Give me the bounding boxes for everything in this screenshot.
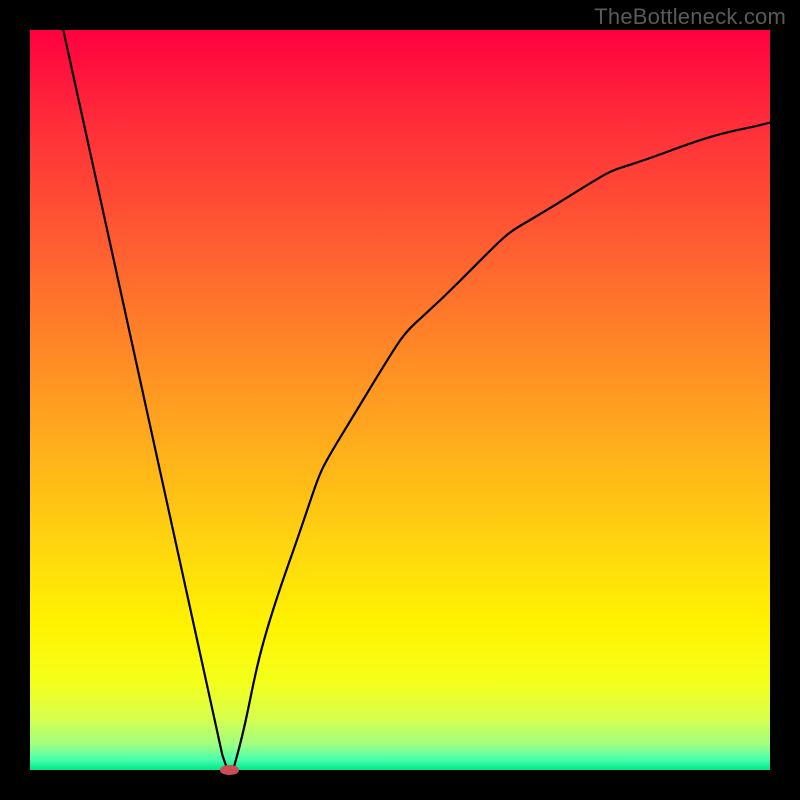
chart-svg [30, 30, 770, 770]
watermark-text: TheBottleneck.com [594, 4, 786, 30]
tip-marker [220, 765, 239, 775]
chart-plot-area [30, 30, 770, 770]
chart-background [30, 30, 770, 770]
